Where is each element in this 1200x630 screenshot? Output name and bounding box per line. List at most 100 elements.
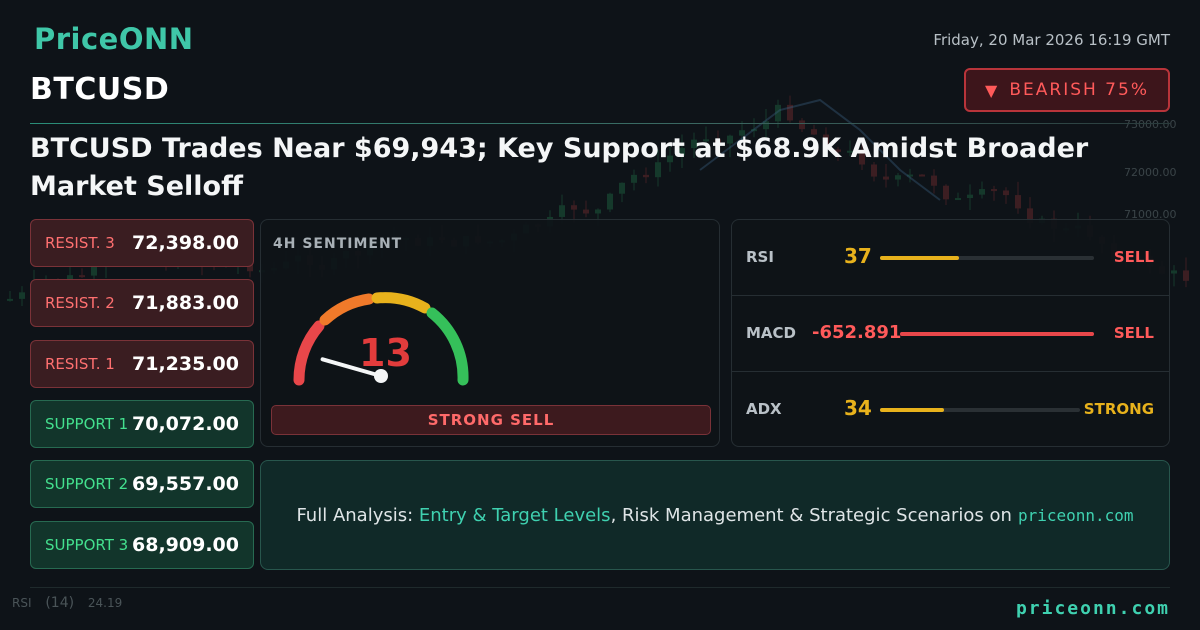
- bg-candle-body: [559, 205, 565, 217]
- cta-prefix: Full Analysis:: [296, 504, 419, 526]
- bg-candle-body: [79, 275, 85, 278]
- level-value: 69,557.00: [132, 473, 239, 495]
- indicators-panel: RSI 37 SELL MACD -652.891 SELL ADX 34 ST…: [731, 219, 1170, 447]
- brand-logo: PriceONN: [34, 22, 194, 56]
- bg-candle-body: [907, 174, 913, 177]
- bg-candle-body: [739, 130, 745, 136]
- indicator-signal: STRONG: [1083, 400, 1154, 418]
- level-label: RESIST. 3: [45, 234, 115, 252]
- level-value: 71,883.00: [132, 292, 239, 314]
- bg-indicator-label: RSI (14) 24.19: [12, 595, 123, 611]
- indicator-bar: [880, 256, 1094, 260]
- bg-candle-body: [691, 139, 697, 149]
- bg-candle-body: [823, 134, 829, 150]
- indicator-signal: SELL: [1113, 324, 1154, 342]
- bg-candle-body: [847, 150, 853, 153]
- level-label: SUPPORT 2: [45, 475, 129, 493]
- gauge-needle: [320, 357, 383, 378]
- bias-badge: ▼ BEARISH 75%: [964, 68, 1170, 112]
- sentiment-signal: STRONG SELL: [271, 405, 711, 435]
- cta-highlight: Entry & Target Levels: [418, 504, 611, 526]
- bg-candle-body: [1003, 190, 1009, 196]
- level-resist-3: RESIST. 3 72,398.00: [30, 219, 254, 267]
- bg-candle-body: [1183, 270, 1189, 281]
- indicator-name: ADX: [746, 400, 782, 418]
- triangle-down-icon: ▼: [985, 80, 1000, 100]
- indicator-adx: ADX 34 STRONG: [732, 372, 1170, 448]
- bg-candle-body: [247, 262, 253, 272]
- indicator-bar: [880, 408, 1080, 412]
- bg-price-tick: 73000.00: [1124, 118, 1177, 131]
- level-resist-2: RESIST. 2 71,883.00: [30, 279, 254, 327]
- bg-candle-body: [583, 209, 589, 214]
- bg-candle-body: [1015, 195, 1021, 209]
- bg-candle-body: [775, 104, 781, 122]
- bg-candle-body: [7, 298, 13, 301]
- bg-candle-body: [679, 148, 685, 156]
- bg-candle-body: [715, 139, 721, 144]
- level-label: RESIST. 1: [45, 355, 115, 373]
- level-resist-1: RESIST. 1 71,235.00: [30, 340, 254, 388]
- level-value: 68,909.00: [132, 534, 239, 556]
- level-value: 70,072.00: [132, 413, 239, 435]
- indicator-macd: MACD -652.891 SELL: [732, 296, 1170, 372]
- bg-candle-body: [955, 198, 961, 201]
- bg-candle-body: [763, 121, 769, 130]
- indicator-signal: SELL: [1113, 248, 1154, 266]
- datetime: Friday, 20 Mar 2026 16:19 GMT: [933, 31, 1170, 49]
- bg-candle-body: [631, 174, 637, 183]
- bg-candle-body: [943, 185, 949, 200]
- header-divider: [30, 123, 1170, 124]
- bg-candle-body: [19, 292, 25, 299]
- bg-candle-body: [895, 175, 901, 180]
- bg-price-tick: 71000.00: [1124, 208, 1177, 221]
- indicator-bar: [900, 332, 1094, 336]
- bg-candle-body: [703, 139, 709, 142]
- bg-candle-body: [1027, 208, 1033, 224]
- indicator-value: -652.891: [812, 322, 902, 343]
- indicator-rsi: RSI 37 SELL: [732, 220, 1170, 296]
- headline: BTCUSD Trades Near $69,943; Key Support …: [30, 133, 1089, 202]
- indicator-name: MACD: [746, 324, 796, 342]
- bg-candle-body: [91, 264, 97, 276]
- bg-candle-body: [979, 189, 985, 195]
- bg-candle-body: [991, 189, 997, 192]
- bg-candle-body: [883, 176, 889, 180]
- level-support-1: SUPPORT 1 70,072.00: [30, 400, 254, 448]
- bg-candle-body: [859, 150, 865, 165]
- bg-candle-body: [595, 209, 601, 214]
- bg-candle-body: [607, 193, 613, 210]
- bg-candle-body: [835, 149, 841, 152]
- symbol-title: BTCUSD: [30, 72, 170, 107]
- footer-site-link[interactable]: priceonn.com: [1015, 598, 1170, 619]
- level-support-2: SUPPORT 2 69,557.00: [30, 460, 254, 508]
- cta-suffix: , Risk Management & Strategic Scenarios …: [610, 504, 1012, 526]
- level-value: 71,235.00: [132, 353, 239, 375]
- footer-divider: [30, 587, 1170, 588]
- sentiment-gauge: [293, 292, 469, 386]
- bg-candle-body: [67, 275, 73, 282]
- sentiment-title: 4H SENTIMENT: [273, 236, 403, 252]
- level-value: 72,398.00: [132, 232, 239, 254]
- bg-candle-body: [751, 129, 757, 132]
- gauge-pivot: [374, 369, 388, 383]
- bg-candle-body: [655, 162, 661, 178]
- level-support-3: SUPPORT 3 68,909.00: [30, 521, 254, 569]
- bg-candle-body: [727, 135, 733, 144]
- bg-candle-body: [919, 174, 925, 177]
- bg-candle-body: [667, 155, 673, 163]
- full-analysis-link[interactable]: Full Analysis: Entry & Target Levels , R…: [260, 460, 1170, 570]
- level-label: RESIST. 2: [45, 294, 115, 312]
- level-label: SUPPORT 3: [45, 536, 129, 554]
- bg-candle-body: [799, 120, 805, 130]
- bg-candle-body: [967, 194, 973, 199]
- bg-candle-body: [931, 175, 937, 186]
- bias-label: BEARISH 75%: [1009, 80, 1149, 100]
- level-label: SUPPORT 1: [45, 415, 129, 433]
- bg-candle-body: [811, 129, 817, 135]
- bg-price-tick: 72000.00: [1124, 166, 1177, 179]
- cta-site: priceonn.com: [1017, 505, 1134, 525]
- bg-candle-body: [571, 205, 577, 210]
- indicator-value: 34: [844, 396, 872, 420]
- bg-candle-body: [1171, 270, 1177, 274]
